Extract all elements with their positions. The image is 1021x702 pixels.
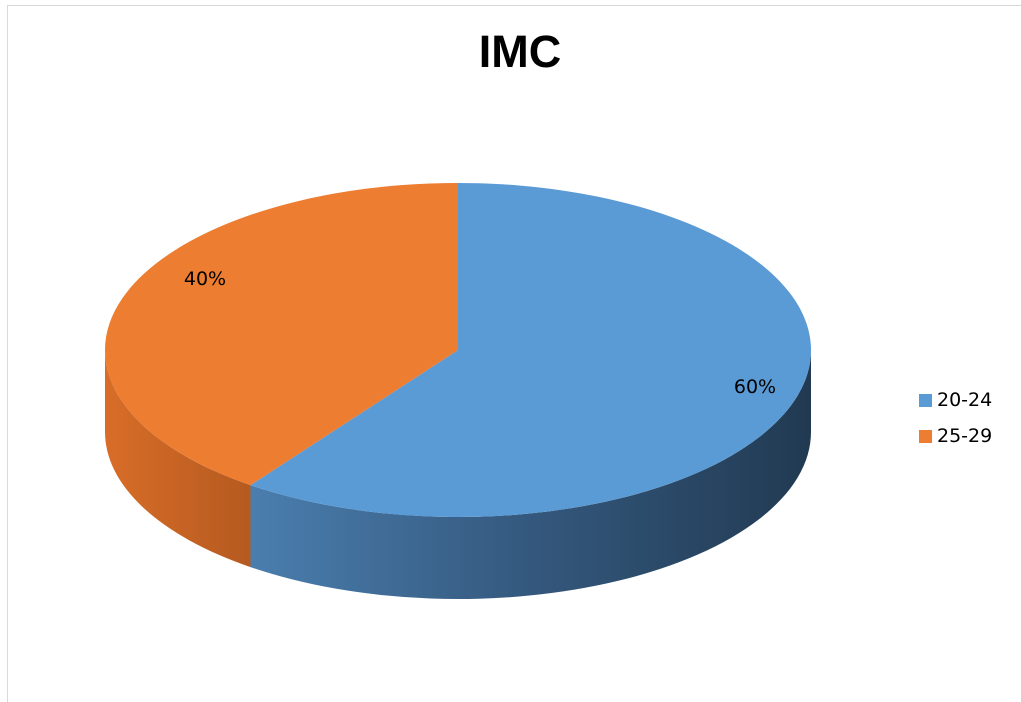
legend-swatch xyxy=(919,429,932,443)
legend-label: 20-24 xyxy=(937,389,993,411)
legend-label: 25-29 xyxy=(937,425,993,447)
pie-side-20-24 xyxy=(250,350,811,599)
legend-item-20-24: 20-24 xyxy=(919,389,992,411)
chart-title: IMC xyxy=(478,26,562,77)
pie-slice-25-29 xyxy=(104,183,458,486)
data-label-20-24: 60% xyxy=(734,376,776,398)
legend-item-25-29: 25-29 xyxy=(919,425,992,447)
legend: 20-24 25-29 xyxy=(919,389,992,461)
legend-swatch xyxy=(919,393,932,407)
pie-slice-20-24 xyxy=(250,183,811,517)
chart-area xyxy=(7,5,1021,702)
pie-side-25-29 xyxy=(105,350,251,568)
data-label-25-29: 40% xyxy=(184,268,226,290)
